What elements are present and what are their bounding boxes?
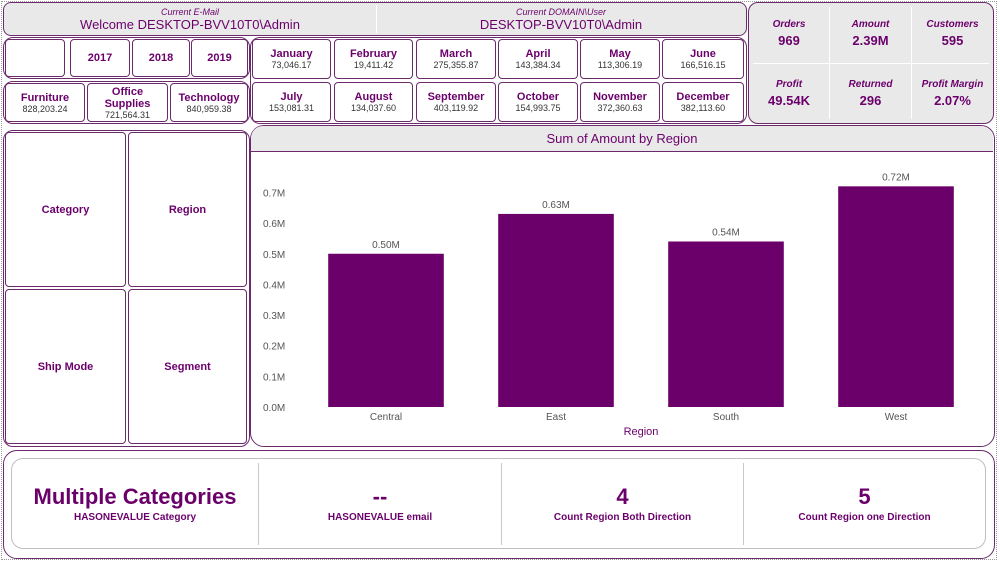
- x-tick-label: East: [546, 412, 566, 423]
- chart-card: Sum of Amount by Region 0.0M 0.1M 0.2M 0.3M…: [250, 125, 995, 447]
- y-tick-label: 0.0M: [263, 403, 285, 414]
- y-tick-label: 0.1M: [263, 372, 285, 383]
- month-button-march[interactable]: March 275,355.87: [416, 39, 496, 79]
- kpi-profit: Profit 49.54K: [768, 79, 810, 108]
- email-value: Welcome DESKTOP-BVV10T0\Admin: [80, 16, 300, 32]
- kpi-profit-margin: Profit Margin 2.07%: [921, 79, 984, 108]
- category-slicer-button[interactable]: Category: [5, 132, 126, 287]
- data-label: 0.72M: [882, 172, 910, 183]
- kpi-orders: Orders 969: [772, 18, 806, 48]
- bar-central: [328, 253, 444, 407]
- y-tick-label: 0.4M: [263, 280, 285, 291]
- segment-slicer-button[interactable]: Segment: [128, 289, 247, 444]
- bar-south: [668, 241, 784, 407]
- x-tick-label: South: [713, 412, 739, 423]
- data-label: 0.63M: [542, 200, 570, 211]
- chart-title: Sum of Amount by Region: [546, 131, 698, 146]
- month-button-february[interactable]: February 19,411.42: [334, 39, 413, 79]
- kpi-returned: Returned 296: [848, 79, 893, 108]
- year-button-blank[interactable]: [5, 39, 65, 77]
- month-button-november[interactable]: November 372,360.63: [580, 82, 660, 122]
- month-button-september[interactable]: September 403,119.92: [416, 82, 496, 122]
- x-tick-label: Central: [370, 412, 402, 423]
- email-label: Current E-Mail: [160, 6, 219, 17]
- region-slicer-button[interactable]: Region: [128, 132, 247, 287]
- month-button-october[interactable]: October 154,993.75: [498, 82, 578, 122]
- category-button-furniture[interactable]: Furniture 828,203.24: [5, 83, 85, 122]
- kpi-amount: Amount 2.39M: [851, 18, 890, 48]
- y-tick-label: 0.6M: [263, 219, 285, 230]
- measure-cards: Multiple Categories HASONEVALUE Category…: [11, 458, 986, 549]
- y-tick-label: 0.3M: [263, 311, 285, 322]
- category-card: Furniture 828,203.24 Office Supplies 721…: [3, 81, 250, 124]
- y-tick-label: 0.2M: [263, 342, 285, 353]
- ship-mode-slicer-button[interactable]: Ship Mode: [5, 289, 126, 444]
- card-region-one-direction: 5 Count Region one Direction: [798, 484, 931, 523]
- month-slicer: January 73,046.17 February 19,411.42 March…: [250, 37, 747, 124]
- card-category-value: Multiple Categories HASONEVALUE Category: [33, 484, 237, 523]
- month-button-january[interactable]: January 73,046.17: [252, 39, 331, 79]
- category-button-technology[interactable]: Technology 840,959.38: [170, 83, 248, 122]
- year-slicer: 2017 2018 2019: [3, 37, 250, 79]
- card-email-value: -- HASONEVALUE email: [327, 484, 433, 523]
- bar-chart: 0.0M 0.1M 0.2M 0.3M 0.4M 0.5M 0.6M 0.7M 0.50M Cen…: [263, 172, 954, 438]
- month-button-may[interactable]: May 113,306.19: [580, 39, 660, 79]
- kpi-panel: Orders 969 Amount 2.39M Customers 595 Profi…: [748, 2, 994, 124]
- month-button-august[interactable]: August 134,037.60: [334, 82, 413, 122]
- data-label: 0.50M: [372, 240, 400, 251]
- kpi-customers: Customers 595: [926, 18, 979, 48]
- bar-west: [838, 186, 954, 407]
- year-button-2017[interactable]: 2017: [70, 39, 130, 77]
- month-button-december[interactable]: December 382,113.60: [662, 82, 744, 122]
- category-button-office-supplies[interactable]: Office Supplies 721,564.31: [87, 83, 168, 122]
- bar-east: [498, 213, 614, 407]
- month-button-june[interactable]: June 166,516.15: [662, 39, 744, 79]
- y-tick-label: 0.7M: [263, 188, 285, 199]
- chart-title-bar: Sum of Amount by Region: [251, 126, 993, 152]
- bottom-panel: Multiple Categories HASONEVALUE Category…: [3, 450, 995, 559]
- year-button-2018[interactable]: 2018: [132, 39, 190, 77]
- data-label: 0.54M: [712, 227, 740, 238]
- card-region-both-direction: 4 Count Region Both Direction: [553, 484, 692, 523]
- x-axis-title: Region: [624, 426, 659, 438]
- year-button-2019[interactable]: 2019: [191, 39, 248, 77]
- month-button-july[interactable]: July 153,081.31: [252, 82, 331, 122]
- slicer-grid: Category Region Ship Mode Segment: [3, 130, 250, 447]
- domain-label: Current DOMAIN\User: [515, 6, 606, 17]
- domain-value: DESKTOP-BVV10T0\Admin: [479, 16, 643, 32]
- month-button-april[interactable]: April 143,384.34: [498, 39, 578, 79]
- header-card: Current E-Mail Welcome DESKTOP-BVV10T0\A…: [3, 2, 747, 36]
- x-tick-label: West: [885, 412, 908, 423]
- y-tick-label: 0.5M: [263, 250, 285, 261]
